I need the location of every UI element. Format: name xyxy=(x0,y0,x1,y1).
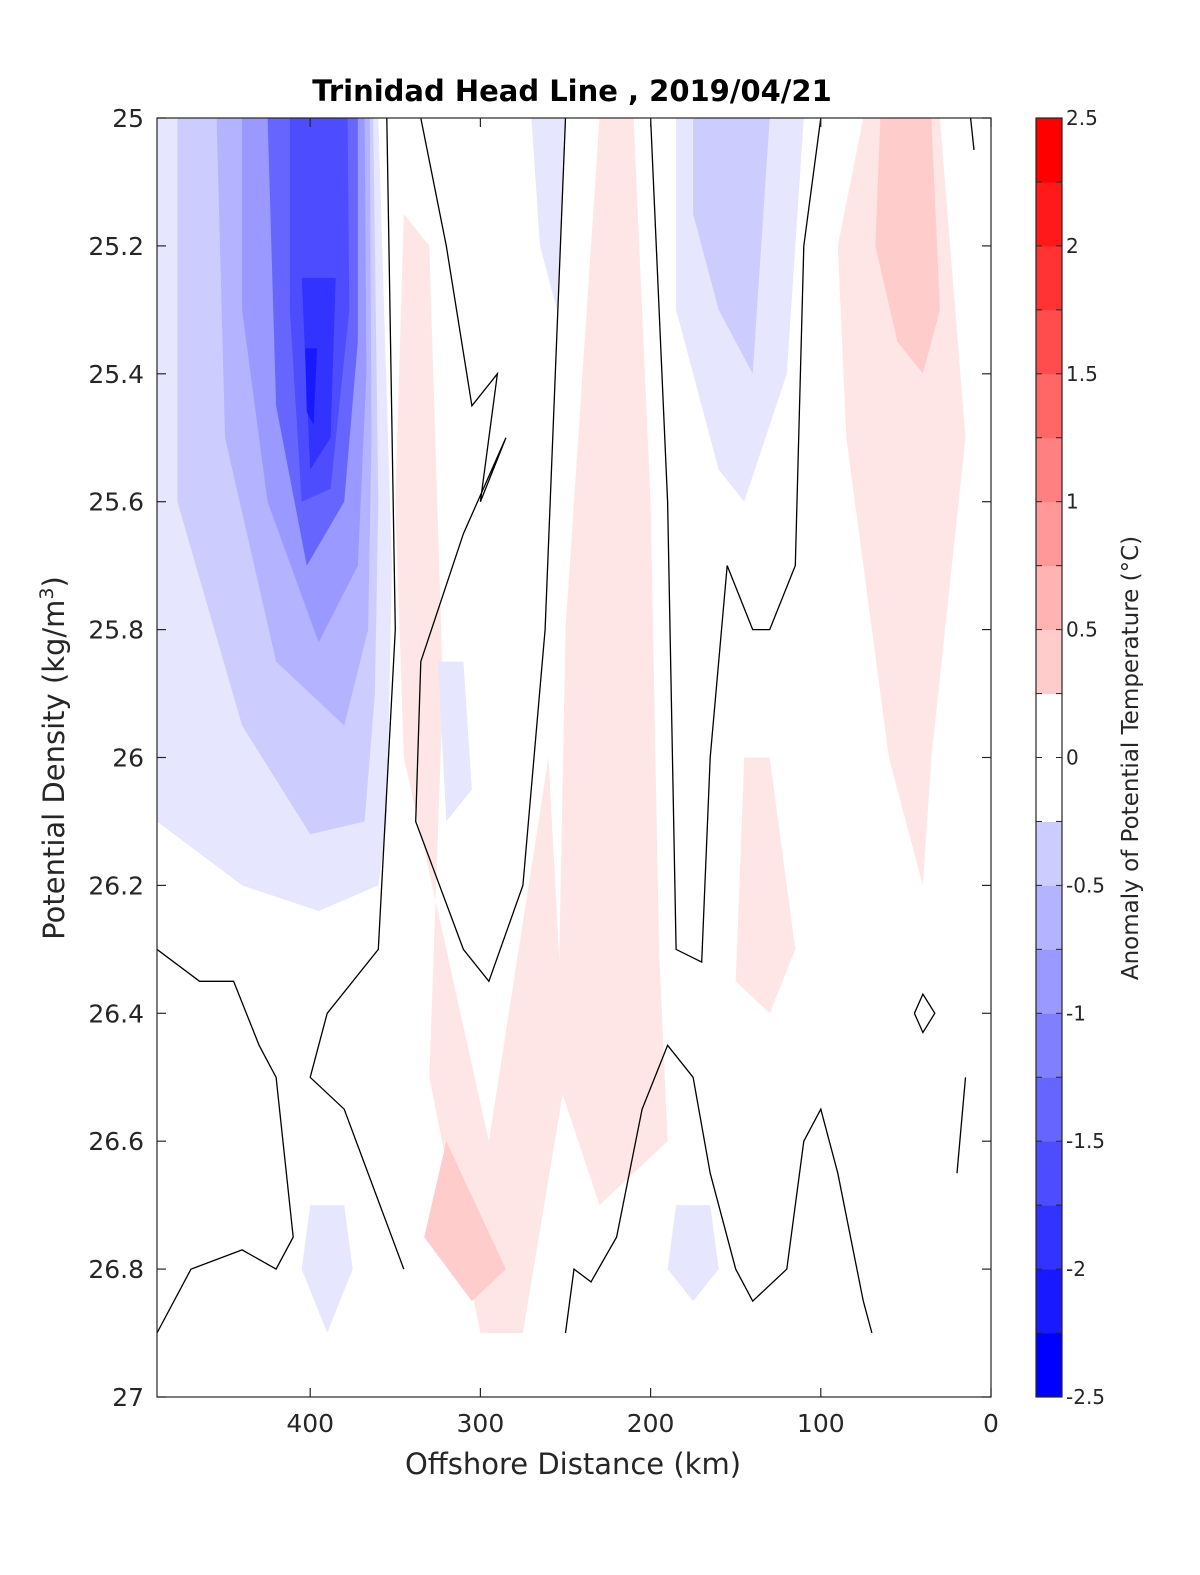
cold-pool-core xyxy=(305,348,317,425)
colorbar-swatch xyxy=(1036,821,1062,886)
y-tick-label: 25.2 xyxy=(88,232,144,261)
contour-closed-small xyxy=(913,992,936,1034)
x-axis-label: Offshore Distance (km) xyxy=(405,1447,741,1481)
contour-stub-top xyxy=(969,118,975,151)
colorbar-tick-label: 1 xyxy=(1066,490,1079,514)
contour-1 xyxy=(309,118,405,1270)
colorbar-tick-label: 1.5 xyxy=(1066,362,1098,386)
colorbar-tick-label: -1 xyxy=(1066,1001,1086,1025)
y-tick-label: 26.2 xyxy=(88,871,144,900)
colorbar-swatch xyxy=(1036,1269,1062,1334)
colorbar-swatch xyxy=(1036,693,1062,758)
colorbar-tick-label: -0.5 xyxy=(1066,873,1105,897)
colorbar-swatch xyxy=(1036,309,1062,375)
colorbar-swatch xyxy=(1036,629,1062,695)
x-axis: 400 300 200 100 0 xyxy=(286,118,999,1438)
zero-contours xyxy=(157,118,975,1334)
colorbar-swatch xyxy=(1036,565,1062,631)
y-tick-label: 26.8 xyxy=(88,1255,144,1284)
cold-pool-level-7 xyxy=(301,277,336,470)
colorbar-swatch xyxy=(1036,1333,1062,1398)
y-tick-label: 27 xyxy=(112,1383,144,1412)
colorbar: -2.5 -2 -1.5 -1 -0.5 0 0.5 1 1.5 2 2.5 xyxy=(1035,106,1105,1409)
warm-patch-deep xyxy=(424,1141,506,1302)
cool-patch-deep-west xyxy=(301,1205,353,1333)
y-axis-label: Potential Density (kg/m3) xyxy=(36,576,71,940)
y-tick-label: 25.6 xyxy=(88,488,144,517)
x-tick-label: 200 xyxy=(627,1409,675,1438)
colorbar-swatch xyxy=(1036,885,1062,950)
x-tick-label: 400 xyxy=(286,1409,334,1438)
contour-stub-deep xyxy=(956,1077,967,1174)
colorbar-swatch xyxy=(1036,245,1062,311)
colorbar-swatch xyxy=(1036,1013,1062,1078)
colorbar-tick-label: 0.5 xyxy=(1066,618,1098,642)
chart-title: Trinidad Head Line , 2019/04/21 xyxy=(312,74,832,108)
plot-area xyxy=(157,118,991,1397)
cool-patch-deep-mid xyxy=(667,1205,719,1302)
colorbar-swatch xyxy=(1036,1205,1062,1270)
contour-3 xyxy=(649,118,822,964)
y-tick-label: 26.6 xyxy=(88,1127,144,1156)
colorbar-swatch xyxy=(1036,501,1062,567)
colorbar-label: Anomaly of Potential Temperature (°C) xyxy=(1118,536,1144,980)
x-tick-label: 100 xyxy=(797,1409,845,1438)
colorbar-tick-label: -1.5 xyxy=(1066,1129,1105,1153)
colorbar-tick-label: 2.5 xyxy=(1066,106,1098,130)
y-axis-label-close: ) xyxy=(37,576,71,587)
colorbar-tick-label: -2.5 xyxy=(1066,1385,1105,1409)
y-tick-label: 25 xyxy=(112,104,144,133)
colorbar-swatch xyxy=(1036,437,1062,503)
y-tick-label: 26.4 xyxy=(88,999,144,1028)
colorbar-swatch xyxy=(1036,949,1062,1014)
warm-patch-inner xyxy=(735,757,796,1014)
x-tick-label: 300 xyxy=(457,1409,505,1438)
colorbar-tick-label: -2 xyxy=(1066,1257,1086,1281)
colorbar-swatch xyxy=(1036,373,1062,439)
cool-band-upper-core xyxy=(693,118,770,374)
cool-band-thin xyxy=(531,118,566,310)
contour-5 xyxy=(564,1044,873,1334)
y-axis-label-superscript: 3 xyxy=(36,587,58,599)
colorbar-swatch xyxy=(1036,757,1062,822)
colorbar-tick-label: 0 xyxy=(1066,746,1079,770)
colorbar-swatch xyxy=(1036,181,1062,247)
y-axis-label-main: Potential Density (kg/m xyxy=(37,600,71,940)
contour-2 xyxy=(415,118,567,983)
y-tick-label: 25.8 xyxy=(88,616,144,645)
colorbar-swatch xyxy=(1036,118,1062,183)
warm-band-west xyxy=(395,213,566,1333)
cool-patch-mid xyxy=(437,661,472,822)
warm-band-mid xyxy=(557,118,668,1206)
colorbar-tick-label: 2 xyxy=(1066,234,1079,258)
warm-patch-nearshore xyxy=(875,118,940,374)
y-tick-label: 25.4 xyxy=(88,360,144,389)
colorbar-swatch xyxy=(1036,1141,1062,1206)
colorbar-swatch xyxy=(1036,1077,1062,1142)
contour-4 xyxy=(157,948,294,1334)
y-axis: 25 25.2 25.4 25.6 25.8 26 26.2 26.4 26.6 26.8 27 xyxy=(88,104,991,1412)
y-tick-label: 26 xyxy=(112,744,144,773)
anomaly-fills xyxy=(157,118,966,1333)
x-tick-label: 0 xyxy=(983,1409,999,1438)
